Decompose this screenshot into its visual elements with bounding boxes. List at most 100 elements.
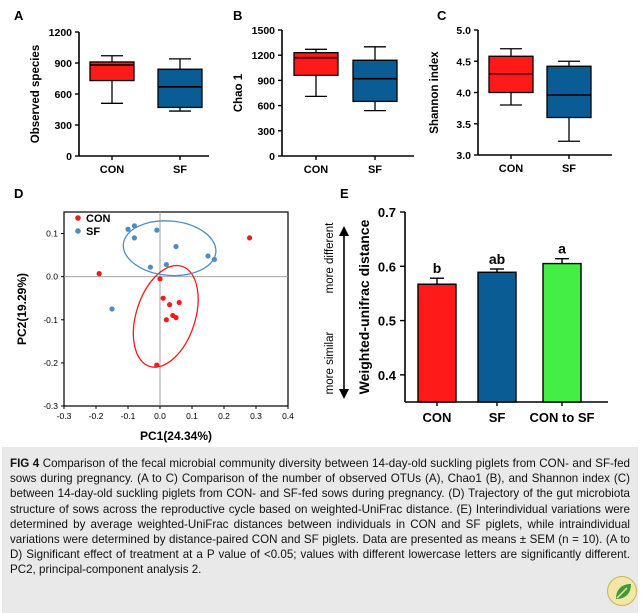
panel-d-point-con (163, 317, 169, 323)
panel-d-point-sf (173, 243, 179, 250)
panel-e-significance-letter: ab (489, 251, 505, 267)
panel-d-point-sf (154, 227, 160, 233)
panel-c-y-axis-label: Shannon index (429, 51, 441, 134)
panel-d-y-tick-label: -0.1 (43, 315, 58, 325)
panel-d-y-tick-label: -0.2 (43, 358, 58, 368)
panel-a-box-con (89, 61, 135, 82)
panel-d-point-sf (125, 226, 131, 232)
caption-figure-label: FIG 4 (10, 457, 40, 470)
panel-a-box-sf (157, 68, 203, 109)
panel-label-a: A (14, 8, 24, 23)
panel-c-y-tick-label: 3.5 (456, 119, 471, 131)
panel-e-bar-con-to-sf (542, 262, 582, 403)
figure-caption: FIG 4 Comparison of the fecal microbial … (10, 456, 630, 578)
panel-b-y-tick-label: 0 (269, 151, 275, 163)
panel-d-x-tick-label: 0.3 (250, 411, 262, 421)
panel-d-point-con (154, 362, 160, 368)
panel-a-y-tick-label: 900 (54, 58, 72, 70)
panel-e-x-tick-label: CON (423, 410, 452, 425)
panel-d-legend-label-sf: SF (86, 226, 100, 238)
panel-c-y-tick-label: 5.0 (456, 25, 471, 37)
panel-d-y-tick-label: 0.1 (46, 229, 58, 239)
panel-d-point-sf (211, 256, 217, 263)
panel-d-x-tick-label: 0.4 (282, 411, 294, 421)
panel-d-legend-marker-con (75, 215, 81, 221)
panel-d-x-tick-label: -0.3 (57, 411, 72, 421)
panel-e-more-similar-label: more similar (324, 332, 336, 395)
panel-c-y-tick-label: 4.0 (456, 88, 471, 100)
panel-d-point-con (176, 299, 182, 306)
panel-e-y-axis-label: Weighted-unifrac distance (356, 219, 372, 394)
panel-d-point-con (170, 312, 176, 319)
panel-label-b: B (233, 8, 242, 23)
panel-e-bar-con (417, 283, 457, 403)
panel-label-e: E (340, 186, 349, 201)
panel-a-y-tick-label: 300 (54, 120, 72, 132)
panel-d-point-con (157, 276, 163, 282)
panel-d-point-sf (109, 306, 115, 312)
panel-a-y-tick-label: 0 (66, 151, 72, 163)
panel-b-y-tick-label: 900 (257, 75, 275, 87)
panel-d-point-sf (147, 264, 153, 270)
panel-d-x-tick-label: 0.1 (186, 411, 198, 421)
panel-e-y-tick-label: 0.6 (378, 259, 396, 274)
panel-e-x-tick-label: SF (489, 410, 506, 425)
panel-b-y-tick-label: 300 (257, 126, 275, 138)
panel-b-box-sf (352, 59, 398, 103)
panel-a-y-tick-label: 1200 (49, 27, 73, 39)
panel-b-x-tick-label: SF (368, 164, 382, 176)
panel-d-point-con (247, 235, 253, 241)
panel-e-arrow-head-down (339, 389, 349, 399)
panel-e-y-tick-label: 0.4 (378, 368, 397, 383)
panel-label-d: D (14, 186, 23, 201)
panel-d-ellipse-sf (122, 220, 217, 277)
panel-e-arrow-head-up (339, 226, 349, 236)
panel-d-x-tick-label: -0.2 (89, 411, 104, 421)
panel-a-y-tick-label: 600 (54, 89, 72, 101)
panel-c-y-tick-label: 4.5 (456, 56, 471, 68)
panel-d-point-con (167, 302, 173, 308)
panel-d-x-tick-label: -0.1 (121, 411, 136, 421)
panel-b-y-tick-label: 1500 (252, 25, 276, 37)
panel-c-y-tick-label: 3.0 (456, 150, 471, 162)
panel-d-point-sf (131, 235, 137, 241)
panel-e-significance-letter: b (433, 260, 442, 276)
panel-c-x-tick-label: SF (562, 163, 576, 175)
panel-e-y-tick-label: 0.7 (378, 205, 396, 220)
panel-b-x-tick-label: CON (304, 164, 329, 176)
panel-a-y-axis-label: Observed species (30, 45, 42, 143)
panel-d-y-tick-label: 0.0 (46, 272, 58, 282)
leaf-badge-icon (607, 576, 637, 606)
panel-c-x-tick-label: CON (499, 163, 524, 175)
panel-d-point-con (160, 295, 166, 301)
panel-a-x-tick-label: CON (100, 164, 125, 176)
panel-e-x-tick-label: CON to SF (530, 410, 595, 425)
panel-b-box-con (293, 52, 339, 77)
caption-background (2, 447, 638, 613)
panel-c-box-sf (546, 65, 592, 119)
panel-d-point-con (96, 271, 102, 277)
caption-text: Comparison of the fecal microbial commun… (10, 457, 630, 577)
panel-d-x-axis-label: PC1(24.34%) (140, 429, 212, 443)
panel-b-y-tick-label: 1200 (252, 50, 276, 62)
panel-d-point-sf (163, 261, 169, 268)
panel-d-y-axis-label: PC2(19.29%) (15, 273, 29, 345)
panel-d-x-tick-label: 0.2 (218, 411, 230, 421)
panel-label-c: C (437, 8, 447, 23)
panel-d-plot-frame (63, 211, 289, 407)
panel-d-legend-label-con: CON (86, 213, 111, 225)
panel-d-y-tick-label: -0.3 (43, 401, 58, 411)
panel-e-y-tick-label: 0.5 (378, 314, 396, 329)
panel-b-y-tick-label: 600 (257, 101, 275, 113)
panel-d-point-sf (205, 253, 211, 259)
panel-d-ellipse-con (132, 264, 199, 368)
panel-b-y-axis-label: Chao 1 (233, 73, 245, 112)
panel-e-more-different-label: more different (324, 222, 336, 294)
panel-d-x-tick-label: 0.0 (154, 411, 166, 421)
panel-a-x-tick-label: SF (173, 164, 187, 176)
panel-d-point-sf (131, 223, 137, 229)
panel-e-bar-sf (477, 271, 517, 403)
panel-e-significance-letter: a (558, 241, 566, 257)
panel-d-legend-marker-sf (75, 228, 81, 234)
